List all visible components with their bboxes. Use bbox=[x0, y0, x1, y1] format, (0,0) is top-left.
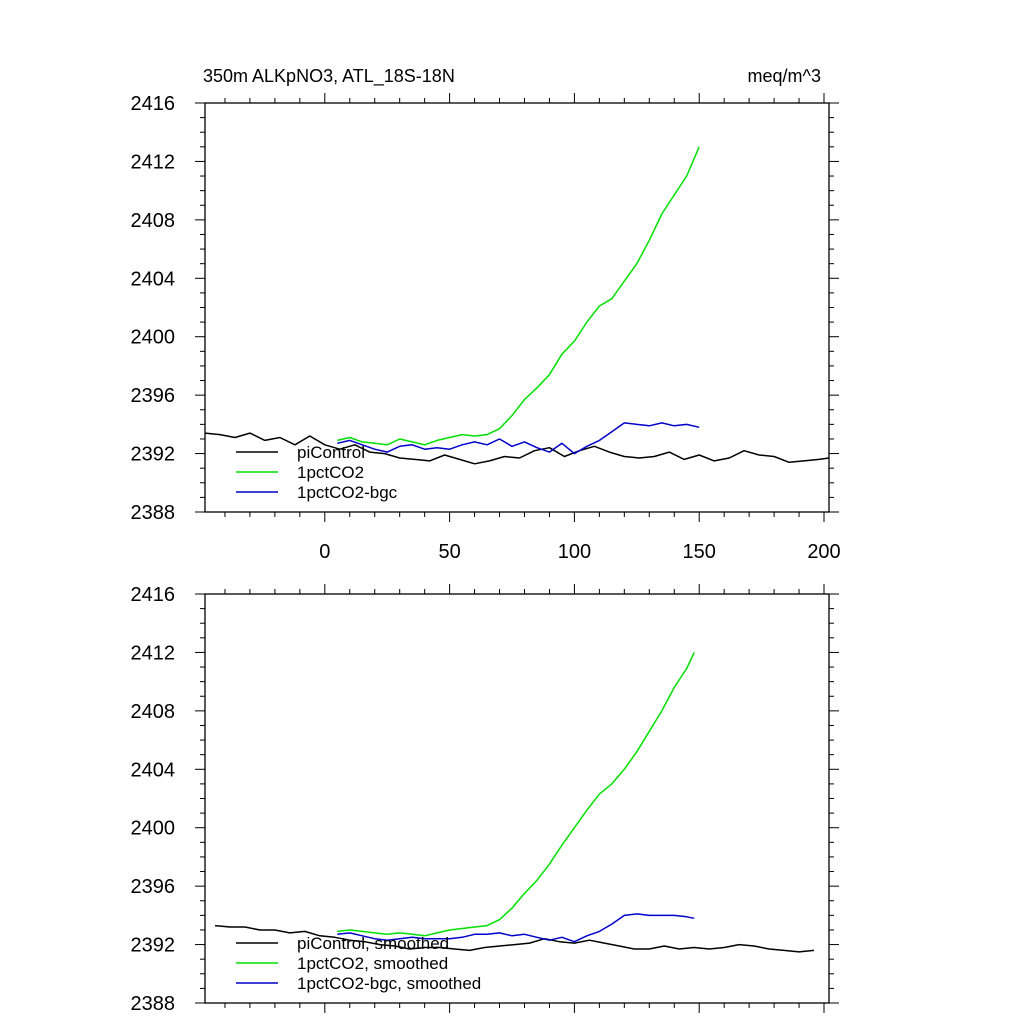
y-tick-label: 2392 bbox=[131, 444, 176, 466]
x-tick-label: 100 bbox=[558, 541, 591, 563]
y-tick-label: 2412 bbox=[131, 151, 176, 173]
series-line-1pctco2-smoothed bbox=[337, 652, 695, 937]
y-tick-label: 2416 bbox=[131, 584, 176, 606]
y-tick-label: 2408 bbox=[131, 210, 176, 232]
y-tick-label: 2404 bbox=[131, 268, 176, 290]
series-line-1pctco2-bgc-smoothed bbox=[337, 913, 695, 943]
y-tick-label: 2396 bbox=[131, 876, 176, 898]
units-label: meq/m^3 bbox=[748, 66, 821, 86]
x-tick-label: 0 bbox=[319, 541, 330, 563]
y-tick-label: 2400 bbox=[131, 818, 176, 840]
top-panel: 0 50 100 150 200 2388 2392 2396 2400 2404 2408 2412… bbox=[131, 93, 841, 563]
legend-label: 1pctCO2-bgc, smoothed bbox=[297, 974, 481, 993]
y-tick-label: 2412 bbox=[131, 642, 176, 664]
y-tick-label: 2408 bbox=[131, 701, 176, 723]
y-tick-label: 2400 bbox=[131, 327, 176, 349]
series-line-1pctco2 bbox=[337, 146, 700, 446]
x-tick-label: 200 bbox=[807, 541, 840, 563]
y-tick-label: 2388 bbox=[131, 502, 176, 524]
series-line-1pctco2-bgc bbox=[337, 422, 700, 455]
y-tick-label: 2392 bbox=[131, 935, 176, 957]
y-tick-label: 2388 bbox=[131, 993, 176, 1015]
y-tick-label: 2404 bbox=[131, 759, 176, 781]
legend-label: 1pctCO2 bbox=[297, 463, 364, 482]
plot-title: 350m ALKpNO3, ATL_18S-18N bbox=[203, 66, 455, 87]
legend-label: 1pctCO2-bgc bbox=[297, 483, 398, 502]
legend-label: 1pctCO2, smoothed bbox=[297, 954, 448, 973]
legend-label: piControl, smoothed bbox=[297, 934, 449, 953]
y-tick-label: 2396 bbox=[131, 385, 176, 407]
series-line-picontrol bbox=[204, 432, 830, 465]
x-tick-label: 150 bbox=[683, 541, 716, 563]
bottom-panel: 2388 2392 2396 2400 2404 2408 2412 2416 piContro… bbox=[131, 584, 839, 1015]
legend-label: piControl bbox=[297, 443, 365, 462]
y-tick-label: 2416 bbox=[131, 93, 176, 115]
series-line-picontrol-smoothed bbox=[214, 924, 815, 953]
x-tick-label: 50 bbox=[438, 541, 460, 563]
